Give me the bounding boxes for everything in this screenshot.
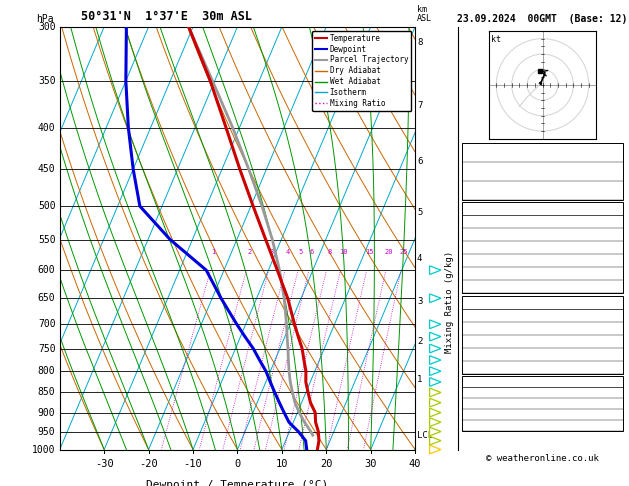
Text: 300: 300 <box>38 22 55 32</box>
Text: 2: 2 <box>417 337 422 347</box>
Text: 15: 15 <box>365 249 374 255</box>
Text: 321: 321 <box>603 243 620 252</box>
Text: km
ASL: km ASL <box>417 5 432 22</box>
Text: Most Unstable: Most Unstable <box>508 297 577 307</box>
Text: Mixing Ratio (g/kg): Mixing Ratio (g/kg) <box>445 250 454 353</box>
Text: 3: 3 <box>417 297 422 306</box>
Text: 23.09.2024  00GMT  (Base: 12): 23.09.2024 00GMT (Base: 12) <box>457 14 628 24</box>
Text: Temp (°C): Temp (°C) <box>467 217 516 226</box>
Text: 800: 800 <box>38 366 55 376</box>
Text: Surface: Surface <box>524 204 561 213</box>
Text: 50°31'N  1°37'E  30m ASL: 50°31'N 1°37'E 30m ASL <box>81 10 252 22</box>
Text: -26: -26 <box>603 388 620 397</box>
Text: 550: 550 <box>38 235 55 244</box>
Text: 1006: 1006 <box>598 311 620 320</box>
Text: 40: 40 <box>409 459 421 469</box>
Text: 1: 1 <box>417 375 422 384</box>
Text: 1: 1 <box>211 249 216 255</box>
Text: 6: 6 <box>309 249 314 255</box>
Text: 1000: 1000 <box>32 445 55 454</box>
Text: Hodograph: Hodograph <box>518 377 567 386</box>
Text: CAPE (J): CAPE (J) <box>467 269 510 278</box>
Text: 5: 5 <box>417 208 422 217</box>
Text: 20: 20 <box>384 249 392 255</box>
Text: -30: -30 <box>95 459 114 469</box>
Text: 0: 0 <box>614 337 620 346</box>
Text: 167: 167 <box>603 269 620 278</box>
Text: -10: -10 <box>184 459 203 469</box>
Text: 6: 6 <box>417 156 422 166</box>
Text: EH: EH <box>467 388 478 397</box>
Text: 600: 600 <box>38 265 55 275</box>
Text: Lifted Index: Lifted Index <box>467 256 532 265</box>
Text: 2: 2 <box>247 249 252 255</box>
Text: 167: 167 <box>603 350 620 359</box>
Text: StmDir: StmDir <box>467 410 499 419</box>
Text: 950: 950 <box>38 427 55 436</box>
Text: 750: 750 <box>38 344 55 353</box>
Text: PW (cm): PW (cm) <box>467 186 505 195</box>
Text: © weatheronline.co.uk: © weatheronline.co.uk <box>486 454 599 464</box>
Text: 450: 450 <box>38 164 55 174</box>
Text: Dewpoint / Temperature (°C): Dewpoint / Temperature (°C) <box>147 480 328 486</box>
Text: 7: 7 <box>614 282 620 291</box>
Text: 10: 10 <box>339 249 348 255</box>
Text: 9: 9 <box>614 421 620 430</box>
Text: Lifted Index: Lifted Index <box>467 337 532 346</box>
Text: Totals Totals: Totals Totals <box>467 167 537 176</box>
Text: 7: 7 <box>614 363 620 372</box>
Text: 20: 20 <box>320 459 333 469</box>
Text: K: K <box>467 148 473 156</box>
Text: CIN (J): CIN (J) <box>467 363 505 372</box>
Text: 10: 10 <box>276 459 288 469</box>
Text: 321: 321 <box>603 324 620 332</box>
Text: 30: 30 <box>364 459 377 469</box>
Text: 48: 48 <box>609 167 620 176</box>
Text: 5: 5 <box>299 249 303 255</box>
Text: -3: -3 <box>609 399 620 408</box>
Text: 18: 18 <box>609 217 620 226</box>
Text: 850: 850 <box>38 387 55 398</box>
Text: LCL: LCL <box>417 431 433 440</box>
Text: 700: 700 <box>38 319 55 330</box>
Text: 400: 400 <box>38 123 55 133</box>
Text: 170°: 170° <box>598 410 620 419</box>
Text: 3: 3 <box>270 249 274 255</box>
Text: 4: 4 <box>286 249 290 255</box>
Text: -20: -20 <box>139 459 158 469</box>
Text: 25: 25 <box>399 249 408 255</box>
Text: 15.6: 15.6 <box>598 230 620 239</box>
Text: 500: 500 <box>38 201 55 211</box>
Text: hPa: hPa <box>36 14 53 24</box>
Text: 4: 4 <box>417 254 422 263</box>
Text: StmSpd (kt): StmSpd (kt) <box>467 421 526 430</box>
Text: CAPE (J): CAPE (J) <box>467 350 510 359</box>
Legend: Temperature, Dewpoint, Parcel Trajectory, Dry Adiabat, Wet Adiabat, Isotherm, Mi: Temperature, Dewpoint, Parcel Trajectory… <box>312 31 411 111</box>
Text: θₑ(K): θₑ(K) <box>467 243 494 252</box>
Text: 0: 0 <box>235 459 240 469</box>
Text: 650: 650 <box>38 293 55 303</box>
Text: SREH: SREH <box>467 399 489 408</box>
Text: Dewp (°C): Dewp (°C) <box>467 230 516 239</box>
Text: kt: kt <box>491 35 501 44</box>
Text: Pressure (mb): Pressure (mb) <box>467 311 537 320</box>
Text: θₑ (K): θₑ (K) <box>467 324 499 332</box>
Text: 7: 7 <box>417 101 422 110</box>
Text: 3.31: 3.31 <box>598 186 620 195</box>
Text: CIN (J): CIN (J) <box>467 282 505 291</box>
Text: 8: 8 <box>327 249 331 255</box>
Text: 0: 0 <box>614 256 620 265</box>
Text: 33: 33 <box>609 148 620 156</box>
Text: 350: 350 <box>38 76 55 86</box>
Text: 8: 8 <box>417 38 422 47</box>
Text: 900: 900 <box>38 408 55 417</box>
